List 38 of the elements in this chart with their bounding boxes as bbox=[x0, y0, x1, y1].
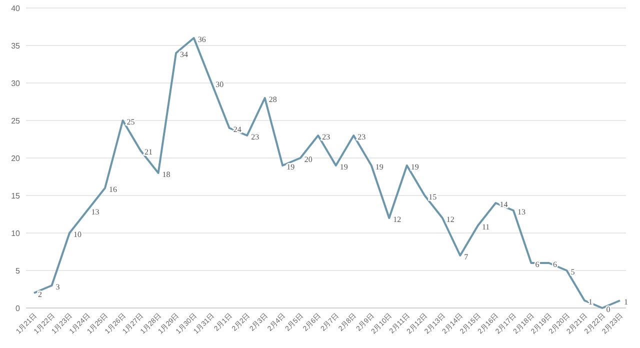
y-tick-label: 30 bbox=[11, 79, 21, 88]
data-label: 3 bbox=[56, 282, 60, 292]
data-label: 0 bbox=[606, 305, 610, 314]
data-label: 23 bbox=[322, 132, 330, 142]
data-label: 10 bbox=[74, 230, 82, 239]
data-label: 18 bbox=[162, 170, 170, 179]
data-label: 12 bbox=[393, 215, 402, 224]
y-tick-label: 0 bbox=[16, 304, 21, 313]
data-label: 36 bbox=[198, 35, 206, 44]
data-label: 34 bbox=[180, 50, 188, 59]
y-tick-label: 5 bbox=[16, 266, 21, 276]
y-tick-label: 10 bbox=[11, 229, 21, 238]
data-label: 19 bbox=[340, 162, 348, 172]
data-label: 11 bbox=[482, 222, 490, 232]
data-label: 7 bbox=[464, 252, 468, 262]
y-tick-label: 25 bbox=[11, 116, 21, 126]
y-tick-label: 35 bbox=[11, 42, 21, 50]
data-label: 25 bbox=[126, 118, 135, 126]
data-label: 20 bbox=[304, 155, 312, 164]
data-label: 13 bbox=[517, 208, 526, 216]
data-label: 2 bbox=[38, 290, 42, 299]
y-tick-label: 20 bbox=[11, 154, 21, 163]
data-label: 5 bbox=[570, 268, 575, 276]
data-label: 19 bbox=[375, 162, 384, 172]
data-label: 16 bbox=[109, 185, 118, 194]
data-label: 19 bbox=[410, 162, 419, 172]
data-label: 13 bbox=[91, 208, 100, 216]
data-label: 30 bbox=[216, 80, 224, 89]
data-label: 23 bbox=[251, 132, 260, 142]
y-tick-label: 15 bbox=[11, 192, 21, 200]
data-label: 28 bbox=[268, 95, 277, 104]
y-tick-label: 40 bbox=[11, 4, 21, 13]
data-label: 19 bbox=[286, 162, 295, 172]
data-label: 12 bbox=[446, 215, 454, 224]
data-label: 21 bbox=[144, 148, 153, 156]
data-label: 15 bbox=[428, 192, 437, 202]
data-label: 1 bbox=[624, 298, 628, 306]
data-label: 23 bbox=[358, 132, 366, 142]
